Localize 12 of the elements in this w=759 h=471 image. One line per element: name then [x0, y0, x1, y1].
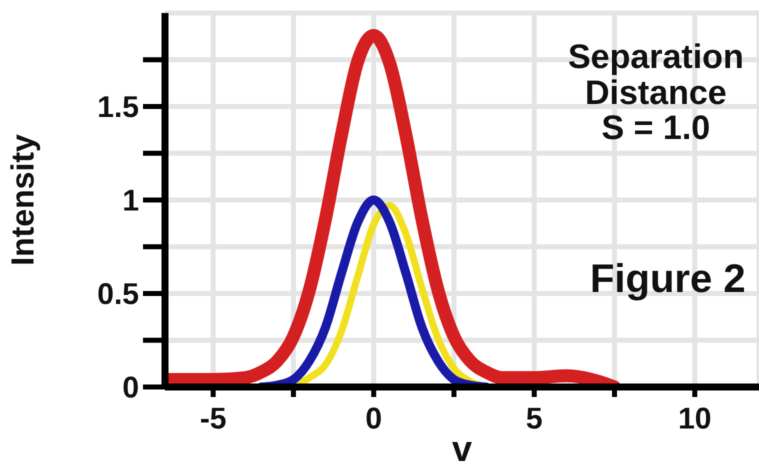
y-tick-label: 0: [122, 372, 139, 405]
x-axis-title: v: [452, 428, 472, 469]
x-tick-label: 10: [678, 402, 712, 436]
y-tick-label: 1: [122, 184, 139, 218]
x-tick-label: 5: [526, 402, 543, 436]
y-tick-label: 1.5: [97, 91, 139, 124]
x-tick-label: 0: [365, 402, 382, 436]
annotation: Separation Distance S = 1.0: [568, 38, 744, 148]
y-axis-title: Intensity: [4, 134, 40, 266]
y-tick-label: 0.5: [97, 278, 139, 312]
x-tick-label: -5: [200, 402, 227, 436]
annotation: Figure 2: [590, 257, 746, 301]
